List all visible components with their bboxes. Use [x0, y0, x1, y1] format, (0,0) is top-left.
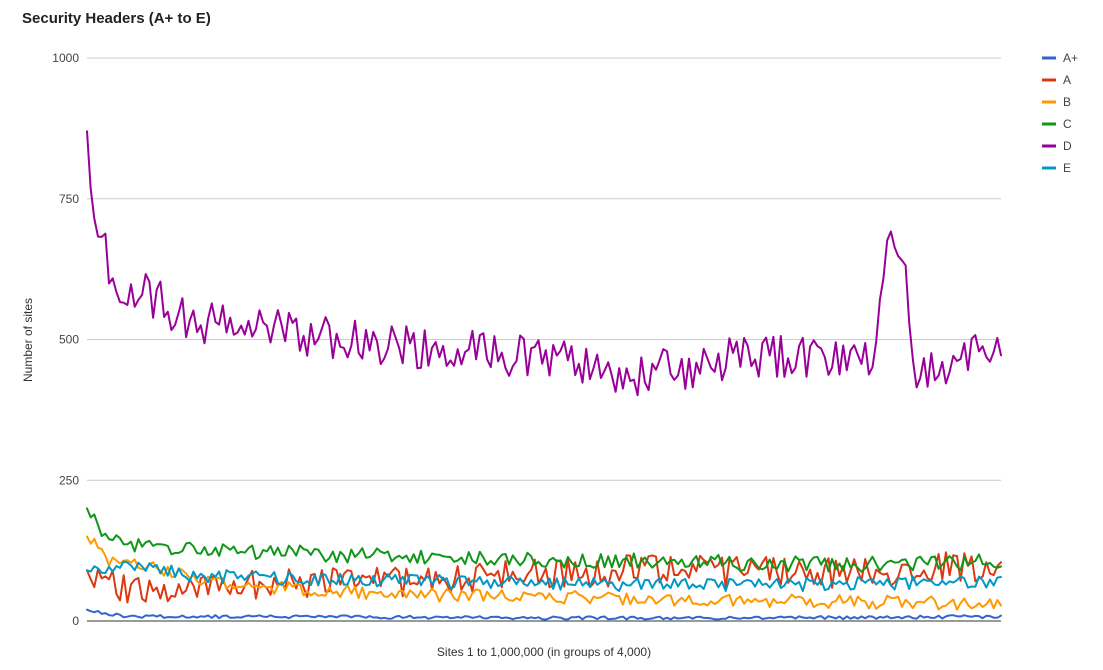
- series-line-b: [86, 535, 1002, 611]
- legend-label: E: [1063, 161, 1071, 175]
- y-tick-label: 250: [59, 473, 79, 487]
- series-line-c: [86, 507, 1002, 573]
- legend-item[interactable]: C: [1042, 117, 1072, 131]
- gridlines: [87, 57, 1001, 481]
- y-tick-label: 1000: [52, 51, 79, 65]
- series-line-a: [86, 551, 1002, 604]
- series-line-d: [86, 130, 1002, 397]
- y-tick-label: 750: [59, 192, 79, 206]
- legend-item[interactable]: A: [1042, 73, 1071, 87]
- legend-item[interactable]: B: [1042, 95, 1071, 109]
- legend-label: A+: [1063, 51, 1078, 65]
- x-axis-label: Sites 1 to 1,000,000 (in groups of 4,000…: [437, 645, 651, 659]
- legend-item[interactable]: A+: [1042, 51, 1078, 65]
- series-line-a-plus: [86, 608, 1002, 621]
- legend-label: C: [1063, 117, 1072, 131]
- legend-label: A: [1063, 73, 1071, 87]
- y-axis-label: Number of sites: [21, 298, 35, 382]
- y-axis-ticks: 0 250 500 750 1000: [52, 51, 79, 628]
- legend-label: D: [1063, 139, 1072, 153]
- series-line-e: [86, 560, 1002, 593]
- chart-title: Security Headers (A+ to E): [22, 10, 211, 27]
- legend-label: B: [1063, 95, 1071, 109]
- y-tick-label: 500: [59, 333, 79, 347]
- legend-item[interactable]: D: [1042, 139, 1072, 153]
- legend-item[interactable]: E: [1042, 161, 1071, 175]
- series-lines: [86, 130, 1002, 621]
- y-tick-label: 0: [72, 614, 79, 628]
